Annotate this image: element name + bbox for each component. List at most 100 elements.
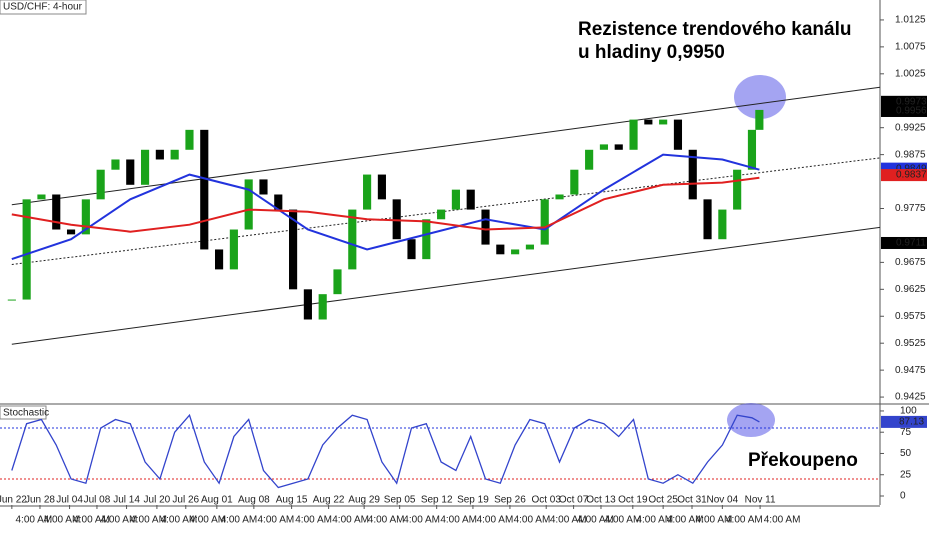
candle (570, 169, 579, 195)
candle (755, 109, 764, 130)
channel-line (11, 86, 881, 206)
x-tick-label: Aug 08 (238, 495, 270, 506)
price-tag (881, 236, 927, 249)
candle (540, 199, 549, 245)
candle (155, 149, 164, 160)
y-tick-label: 75 (900, 427, 912, 438)
session-label: 4:00 AM (161, 515, 198, 526)
price-tag (881, 104, 927, 117)
y-tick-label: 0.9675 (895, 257, 926, 268)
y-tick-label: 50 (900, 448, 912, 459)
value-tag (881, 415, 927, 428)
candle (126, 159, 135, 185)
candle (289, 209, 298, 290)
candle (81, 199, 90, 235)
session-label: 4:00 AM (101, 515, 138, 526)
x-tick-label: Oct 31 (677, 495, 707, 506)
session-label: 4:00 AM (15, 515, 52, 526)
x-tick-label: Aug 15 (276, 495, 308, 506)
candle (170, 149, 179, 160)
x-tick-label: Sep 19 (457, 495, 489, 506)
annotation: Překoupeno (748, 450, 858, 471)
x-tick-label: Nov 11 (745, 495, 776, 506)
candle (274, 194, 283, 210)
highlight (727, 403, 775, 437)
candle (377, 174, 386, 200)
candle (37, 194, 46, 200)
candle (747, 129, 757, 170)
candle (200, 129, 209, 250)
candle (673, 119, 683, 150)
session-label: 4:00 AM (636, 515, 673, 526)
x-tick-label: Aug 22 (313, 495, 345, 506)
x-tick-label: Jul 04 (56, 495, 83, 506)
candle (422, 219, 431, 260)
candle (215, 249, 224, 270)
session-label: 4:00 AM (550, 515, 587, 526)
y-tick-label: 0.9925 (895, 122, 926, 133)
session-label: 4:00 AM (44, 515, 81, 526)
candle (392, 199, 401, 240)
y-tick-label: 0.9475 (895, 365, 926, 376)
x-tick-label: Oct 19 (618, 495, 648, 506)
price-tag-label: 0.9849 (896, 163, 927, 174)
candle (303, 289, 312, 320)
candle (585, 149, 594, 170)
candle (111, 159, 120, 170)
session-label: 4:00 AM (73, 515, 110, 526)
candle (363, 174, 372, 210)
session-label: 4:00 AM (514, 515, 551, 526)
annotation: Rezistence trendového kanálu (578, 19, 851, 40)
session-label: 4:00 AM (332, 515, 369, 526)
candle (348, 209, 357, 270)
x-tick-label: Jul 26 (172, 495, 199, 506)
candle (229, 229, 238, 270)
candle (555, 194, 564, 200)
candle (481, 209, 490, 245)
candle (718, 209, 727, 240)
candle (614, 144, 623, 150)
y-tick-label: 0.9625 (895, 284, 926, 295)
session-label: 4:00 AM (726, 515, 763, 526)
chart-title: USD/CHF: 4-hour (3, 2, 83, 13)
y-tick-label: 1.0075 (895, 42, 926, 53)
y-tick-label: 0.9875 (895, 149, 926, 160)
y-tick-label: 100 (900, 406, 917, 417)
y-tick-label: 25 (900, 469, 912, 480)
x-tick-label: Jul 14 (113, 495, 140, 506)
price-tag-label: 0.9837 (896, 170, 927, 181)
session-label: 4:00 AM (130, 515, 167, 526)
x-tick-label: Nov 04 (707, 495, 739, 506)
x-tick-label: Sep 05 (384, 495, 416, 506)
highlight (734, 75, 786, 119)
y-tick-label: 0.9425 (895, 392, 926, 403)
candle (703, 199, 712, 240)
session-label: 4:00 AM (577, 515, 614, 526)
x-tick-label: Sep 12 (421, 495, 453, 506)
candle (511, 249, 520, 255)
annotation: u hladiny 0,9950 (578, 42, 725, 63)
x-tick-label: Aug 29 (348, 495, 380, 506)
candle (66, 229, 76, 235)
x-tick-label: Jul 08 (84, 495, 111, 506)
candle (437, 209, 446, 220)
price-tag-label: 0.9973 (896, 96, 927, 107)
price-tag (881, 95, 927, 108)
session-label: 4:00 AM (667, 515, 704, 526)
candle (451, 189, 460, 210)
value-tag-label: 87.13 (899, 417, 924, 428)
price-tag (881, 169, 927, 182)
session-label: 4:00 AM (295, 515, 332, 526)
session-label: 4:00 AM (605, 515, 642, 526)
candle (244, 179, 253, 230)
candle (644, 119, 653, 125)
title-box (0, 0, 87, 15)
title-box (0, 405, 47, 420)
y-tick-label: 1.0025 (895, 68, 926, 79)
session-label: 4:00 AM (258, 515, 295, 526)
candle (525, 244, 534, 250)
candle (659, 119, 668, 125)
candle (185, 129, 194, 150)
x-tick-label: Oct 07 (559, 495, 589, 506)
